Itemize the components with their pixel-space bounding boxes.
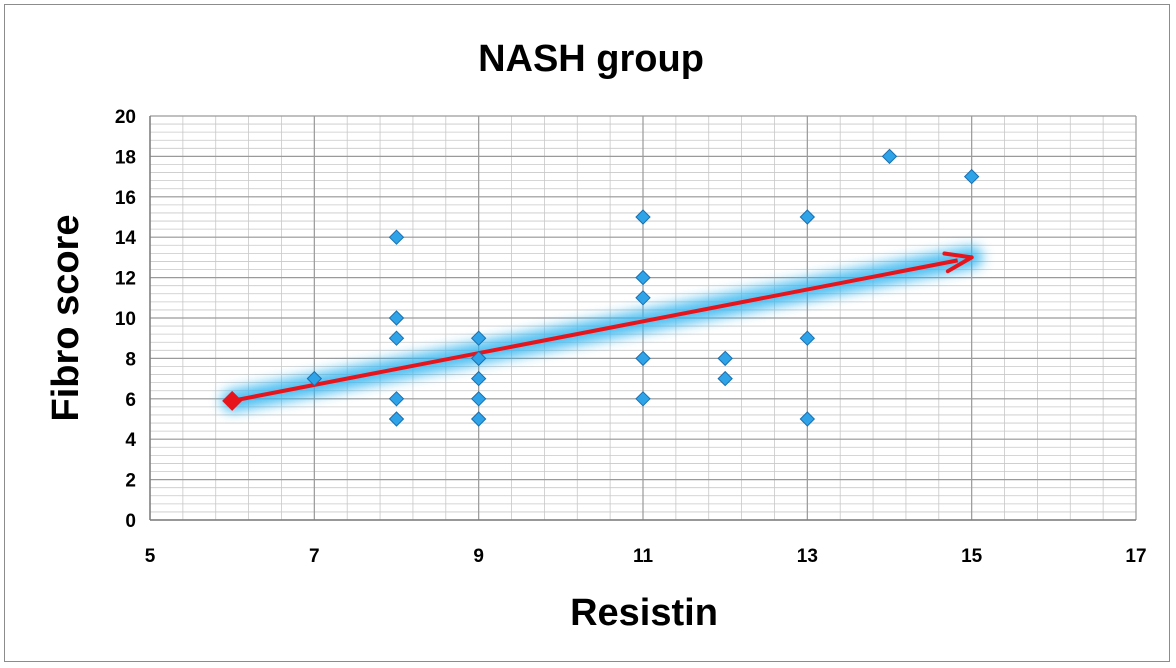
data-point	[470, 411, 487, 427]
data-point	[799, 209, 816, 225]
x-tick-label: 9	[473, 546, 484, 567]
data-point	[635, 391, 651, 407]
data-point	[388, 411, 405, 427]
data-point	[799, 330, 816, 346]
x-tick-label: 7	[309, 546, 320, 567]
y-tick-label: 4	[125, 430, 136, 451]
data-point	[635, 290, 651, 306]
data-point	[470, 330, 487, 346]
y-tick-label: 18	[115, 147, 136, 168]
y-tick-label: 2	[125, 471, 136, 492]
data-point	[881, 148, 898, 165]
x-tick-label: 11	[633, 546, 654, 567]
chart-title: NASH group	[478, 38, 704, 80]
x-tick-label: 13	[797, 546, 818, 567]
tick-labels: 5 7 9 11 13 15 17 0 2 4 6 8 10 12 14 16 18 20	[115, 107, 1147, 567]
x-tick-label: 15	[961, 546, 983, 567]
arrow-head	[942, 251, 974, 274]
x-axis-title: Resistin	[570, 592, 718, 634]
data-point	[388, 330, 405, 346]
data-points	[306, 148, 980, 427]
data-point	[470, 370, 487, 387]
arrow-tail-marker	[222, 390, 243, 411]
data-point	[470, 391, 487, 407]
data-point	[470, 350, 487, 367]
y-tick-label: 16	[115, 188, 136, 209]
y-tick-label: 10	[115, 309, 136, 330]
x-tick-label: 17	[1125, 546, 1146, 567]
data-point	[306, 370, 323, 387]
y-tick-label: 12	[115, 269, 136, 290]
data-point	[799, 411, 816, 427]
axes	[149, 116, 1136, 521]
data-point	[635, 350, 651, 367]
y-axis-title: Fibro score	[45, 215, 87, 422]
y-tick-label: 8	[125, 349, 136, 370]
data-point	[388, 391, 405, 407]
data-point	[717, 370, 733, 387]
data-point	[635, 269, 651, 286]
data-point	[388, 310, 405, 326]
trend-arrow	[221, 246, 983, 412]
y-tick-label: 14	[115, 228, 137, 249]
data-point	[717, 350, 733, 367]
x-tick-label: 5	[145, 546, 156, 567]
data-point	[963, 168, 980, 185]
arrow-shaft	[231, 258, 959, 403]
y-tick-label: 6	[125, 390, 136, 411]
data-point	[635, 209, 651, 225]
y-tick-label: 0	[125, 511, 136, 532]
y-tick-label: 20	[115, 107, 136, 128]
data-point	[388, 229, 405, 245]
